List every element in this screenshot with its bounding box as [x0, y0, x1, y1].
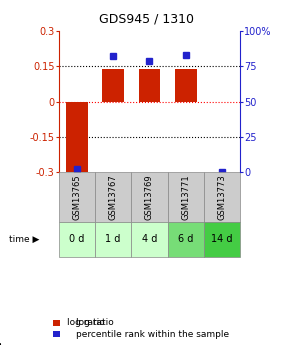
Text: 14 d: 14 d	[211, 234, 233, 244]
Bar	[168, 222, 204, 257]
Bar	[59, 172, 95, 222]
Bar	[168, 172, 204, 222]
Text: GSM13769: GSM13769	[145, 174, 154, 220]
Text: log ratio: log ratio	[67, 318, 105, 327]
Text: log ratio: log ratio	[76, 318, 114, 327]
Text: 4 d: 4 d	[142, 234, 157, 244]
Bar	[102, 69, 124, 102]
Bar	[131, 172, 168, 222]
Text: 6 d: 6 d	[178, 234, 193, 244]
Bar	[95, 172, 131, 222]
Text: GSM13765: GSM13765	[72, 174, 81, 220]
Bar	[204, 172, 240, 222]
Bar	[59, 222, 95, 257]
Bar	[175, 69, 197, 102]
Text: GSM13771: GSM13771	[181, 174, 190, 220]
Text: GDS945 / 1310: GDS945 / 1310	[99, 12, 194, 25]
Text: GSM13767: GSM13767	[109, 174, 117, 220]
Bar	[131, 222, 168, 257]
Bar	[66, 102, 88, 172]
Text: 0 d: 0 d	[69, 234, 84, 244]
Text: GSM13773: GSM13773	[218, 174, 226, 220]
Bar	[139, 69, 160, 102]
Text: time ▶: time ▶	[9, 235, 39, 244]
Bar	[204, 222, 240, 257]
Bar	[95, 222, 131, 257]
Text: 1 d: 1 d	[105, 234, 121, 244]
Text: percentile rank within the sample: percentile rank within the sample	[76, 330, 229, 339]
